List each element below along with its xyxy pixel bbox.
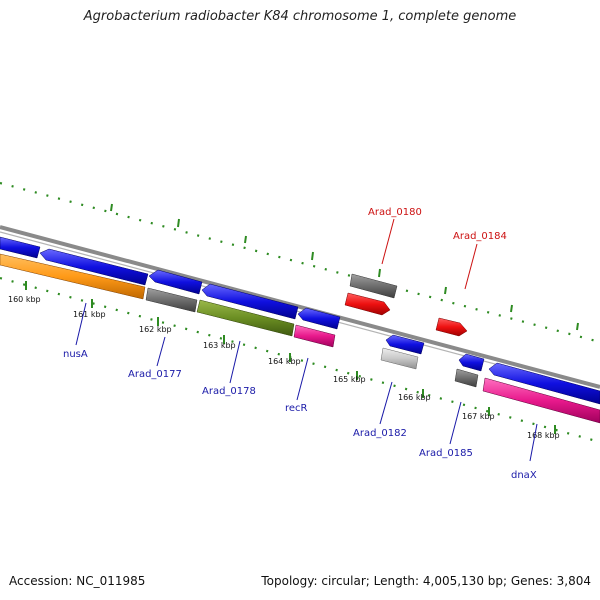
outer-ring-dots [0, 181, 600, 344]
accession-text: Accession: NC_011985 [9, 574, 146, 588]
leader-arad-0180 [381, 218, 395, 265]
gene-arad-0184[interactable] [435, 317, 468, 337]
gene-nusa[interactable] [0, 253, 146, 300]
tick-label: 167 kbp [462, 412, 495, 421]
gene-blue-g[interactable] [458, 353, 485, 372]
tick-labels: 160 kbp 161 kbp 162 kbp 163 kbp 164 kbp … [8, 295, 560, 440]
gene-blue-a[interactable] [0, 236, 41, 259]
inner-ring-major-ticks [25, 281, 556, 434]
tick-label: 161 kbp [73, 310, 106, 319]
outer-ring-major-ticks [110, 203, 579, 331]
gene-label-recr: recR [285, 403, 308, 414]
gene-label-arad-0185: Arad_0185 [419, 448, 473, 459]
gene-arad-0185[interactable] [454, 368, 479, 388]
tick-label: 163 kbp [203, 341, 236, 350]
gene-label-arad-0184: Arad_0184 [453, 231, 507, 242]
leader-recr [296, 357, 309, 401]
gene-blue-c[interactable] [148, 269, 203, 295]
gene-blue-h[interactable] [488, 362, 600, 405]
tick-label: 162 kbp [139, 325, 172, 334]
gene-label-arad-0177: Arad_0177 [128, 369, 182, 380]
gene-blue-d[interactable] [201, 283, 299, 320]
leader-lines [75, 218, 538, 462]
tick-label: 160 kbp [8, 295, 41, 304]
gene-recr[interactable] [293, 324, 336, 348]
tick-label: 165 kbp [333, 375, 366, 384]
leader-dnax [529, 423, 538, 462]
leader-arad-0178 [229, 340, 241, 384]
leader-arad-0185 [449, 401, 462, 445]
gene-arad-0182[interactable] [380, 347, 419, 370]
map-title: Agrobacterium radiobacter K84 chromosome… [83, 9, 517, 24]
genome-summary-text: Topology: circular; Length: 4,005,130 bp… [261, 574, 591, 588]
gene-blue-b[interactable] [39, 248, 149, 286]
gene-red-1[interactable] [344, 292, 391, 316]
gene-label-nusa: nusA [63, 349, 88, 360]
gene-arad-0177[interactable] [145, 287, 198, 313]
outer-tick-ring [0, 181, 600, 344]
gene-label-arad-0178: Arad_0178 [202, 386, 256, 397]
gene-label-arad-0180: Arad_0180 [368, 207, 422, 218]
leader-arad-0184 [464, 243, 478, 290]
gene-blue-f[interactable] [385, 334, 425, 355]
gene-label-dnax: dnaX [511, 470, 537, 481]
tick-label: 166 kbp [398, 393, 431, 402]
inner-tick-ring [0, 276, 600, 444]
gene-arad-0180[interactable] [349, 273, 398, 299]
backbone-line-outer [0, 225, 600, 389]
leader-arad-0177 [156, 336, 166, 367]
gene-label-arad-0182: Arad_0182 [353, 428, 407, 439]
inner-strand-genes-2 [0, 253, 600, 424]
gene-name-labels: nusA Arad_0177 Arad_0178 recR Arad_0182 … [63, 207, 537, 481]
inner-strand-genes [0, 236, 600, 405]
gene-dnax[interactable] [482, 377, 600, 424]
gene-blue-e[interactable] [297, 307, 341, 330]
tick-label: 164 kbp [268, 357, 301, 366]
gene-arad-0178[interactable] [196, 299, 295, 337]
leader-arad-0182 [379, 381, 393, 425]
leader-nusa [75, 302, 87, 346]
tick-label: 168 kbp [527, 431, 560, 440]
forward-strand-genes [344, 273, 468, 337]
